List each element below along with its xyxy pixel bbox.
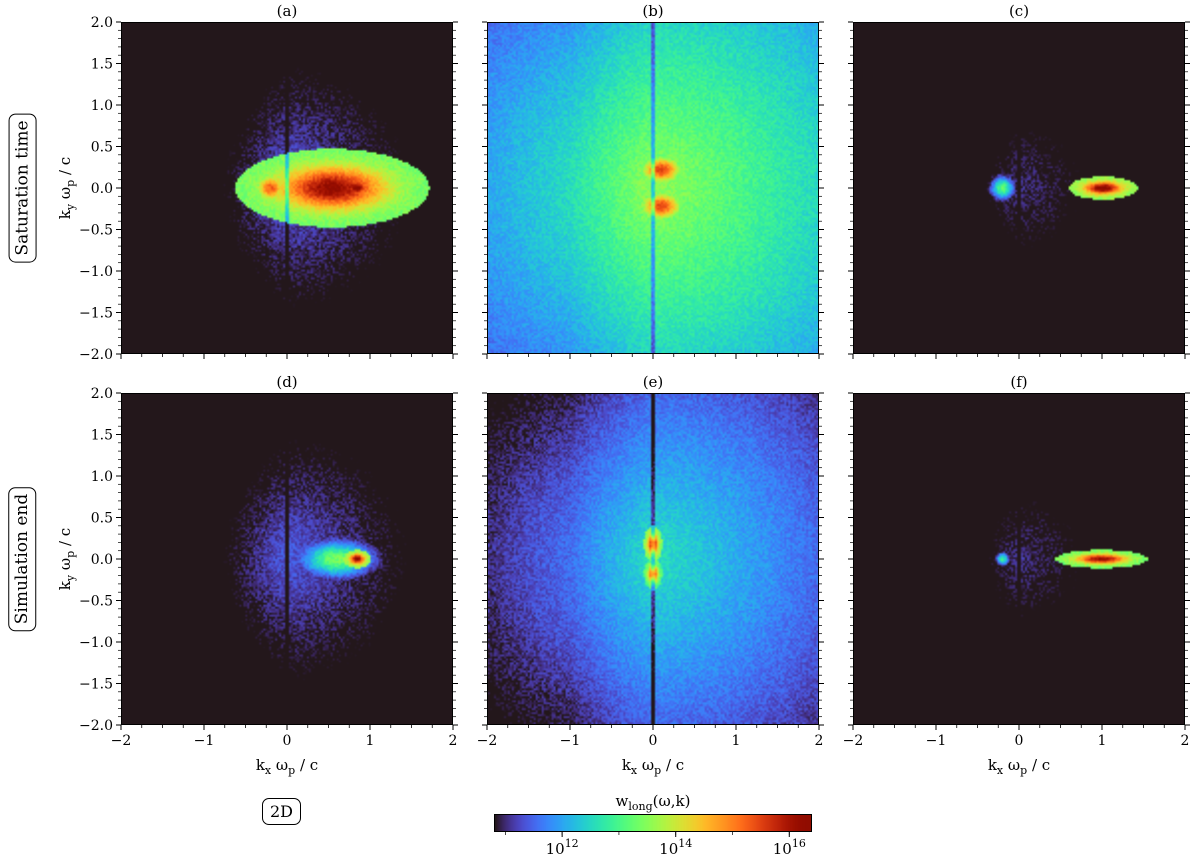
panel-title: (e) bbox=[643, 373, 664, 391]
y-tick-label: 0.5 bbox=[91, 140, 113, 156]
x-tick-label: −2 bbox=[477, 733, 498, 749]
colorbar-tick-label: 1014 bbox=[659, 837, 692, 858]
row-label-simulation-end: Simulation end bbox=[8, 486, 37, 632]
panel-title: (f) bbox=[1010, 373, 1027, 391]
colorbar bbox=[494, 814, 812, 832]
heatmap-panel bbox=[121, 22, 453, 354]
x-tick-label: −1 bbox=[926, 733, 947, 749]
x-tick-label: 2 bbox=[449, 733, 458, 749]
y-tick-label: 0.5 bbox=[91, 511, 113, 527]
heatmap-panel bbox=[487, 393, 819, 725]
panel-title: (b) bbox=[642, 2, 663, 20]
heatmap-panel bbox=[121, 393, 453, 725]
heatmap-panel bbox=[853, 393, 1185, 725]
row-label-saturation: Saturation time bbox=[8, 113, 37, 263]
x-tick-label: 0 bbox=[649, 733, 658, 749]
y-tick-label: 0.0 bbox=[91, 552, 113, 568]
x-tick-label: −1 bbox=[194, 733, 215, 749]
y-tick-label: −1.5 bbox=[79, 677, 113, 693]
y-tick-label: 2.0 bbox=[91, 386, 113, 402]
y-tick-label: 0.0 bbox=[91, 181, 113, 197]
heatmap-panel bbox=[853, 22, 1185, 354]
colorbar-tick-label: 1012 bbox=[546, 837, 579, 858]
x-tick-label: 0 bbox=[283, 733, 292, 749]
y-tick-label: −0.5 bbox=[79, 594, 113, 610]
x-tick-label: −2 bbox=[843, 733, 864, 749]
y-axis-label: ky ωp / c bbox=[56, 157, 77, 219]
y-tick-label: 1.0 bbox=[91, 469, 113, 485]
x-tick-label: 1 bbox=[1098, 733, 1107, 749]
y-tick-label: 2.0 bbox=[91, 15, 113, 31]
y-tick-label: −1.5 bbox=[79, 306, 113, 322]
x-axis-label: kx ωp / c bbox=[988, 756, 1050, 777]
x-tick-label: 1 bbox=[366, 733, 375, 749]
y-tick-label: 1.5 bbox=[91, 428, 113, 444]
y-tick-label: −0.5 bbox=[79, 223, 113, 239]
x-tick-label: −1 bbox=[560, 733, 581, 749]
panel-title: (a) bbox=[277, 2, 298, 20]
x-tick-label: 2 bbox=[1181, 733, 1190, 749]
colorbar-label: wlong(ω,k) bbox=[616, 792, 691, 813]
y-tick-label: −1.0 bbox=[79, 635, 113, 651]
x-axis-label: kx ωp / c bbox=[622, 756, 684, 777]
x-tick-label: −2 bbox=[111, 733, 132, 749]
colorbar-tick-label: 1016 bbox=[773, 837, 806, 858]
panel-title: (d) bbox=[276, 373, 297, 391]
x-tick-label: 0 bbox=[1015, 733, 1024, 749]
x-tick-label: 1 bbox=[732, 733, 741, 749]
y-tick-label: −1.0 bbox=[79, 264, 113, 280]
y-tick-label: −2.0 bbox=[79, 347, 113, 363]
x-tick-label: 2 bbox=[815, 733, 824, 749]
y-tick-label: 1.0 bbox=[91, 98, 113, 114]
y-tick-label: −2.0 bbox=[79, 718, 113, 734]
heatmap-panel bbox=[487, 22, 819, 354]
panel-title: (c) bbox=[1009, 2, 1029, 20]
y-tick-label: 1.5 bbox=[91, 57, 113, 73]
dimension-tag: 2D bbox=[262, 798, 302, 825]
y-axis-label: ky ωp / c bbox=[56, 528, 77, 590]
x-axis-label: kx ωp / c bbox=[256, 756, 318, 777]
